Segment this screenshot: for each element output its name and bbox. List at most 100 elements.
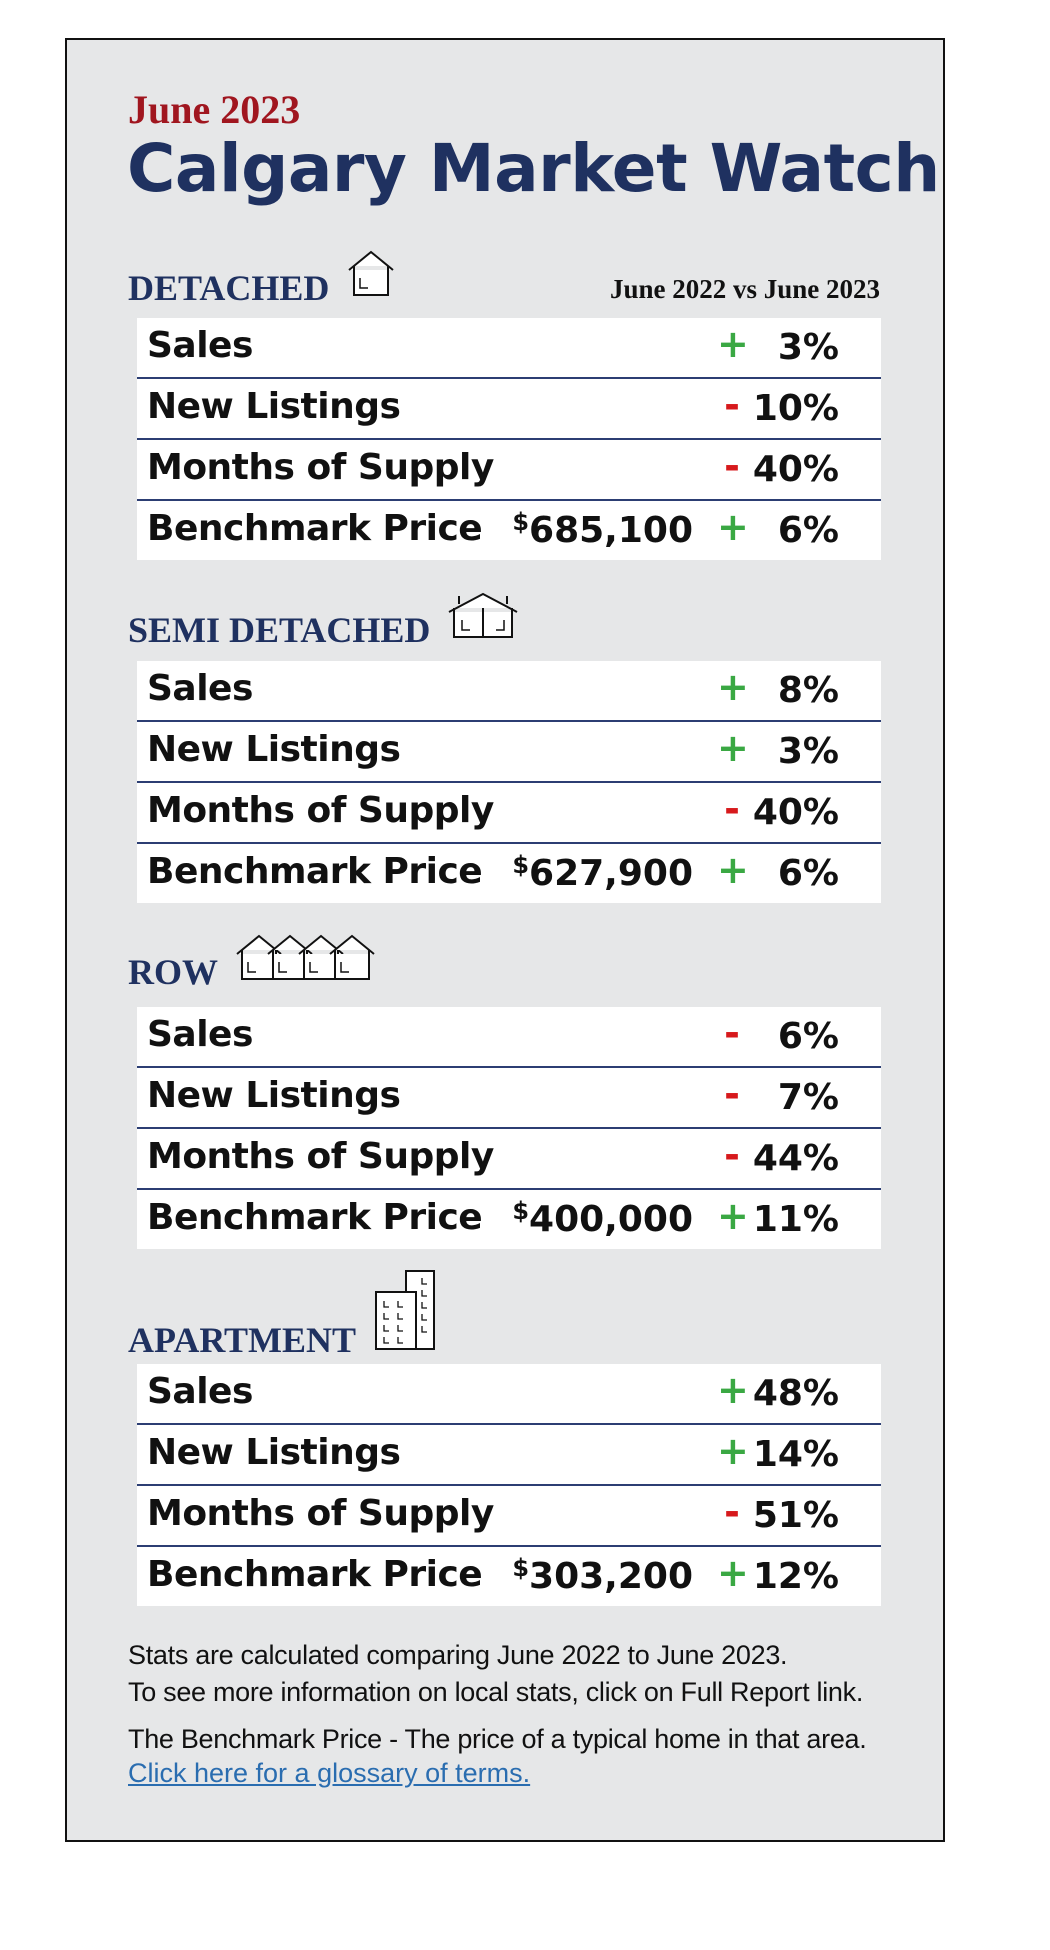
stats-row: Sales +3% — [137, 318, 881, 379]
section-heading: APARTMENT — [128, 1268, 436, 1361]
title: Calgary Market Watch — [127, 130, 940, 207]
change-sign: + — [717, 322, 749, 366]
stats-row: New Listings +14% — [137, 1425, 881, 1486]
change-sign: - — [724, 383, 740, 427]
section-icon — [234, 932, 376, 993]
change-value: 40% — [752, 792, 839, 833]
row-label: Sales — [147, 668, 253, 709]
comparison: June 2022 vs June 2023 — [609, 274, 880, 304]
row-label: Benchmark Price — [147, 508, 483, 549]
stats-row: Sales +8% — [137, 661, 881, 722]
icon — [236, 934, 375, 980]
row-label: Benchmark Price — [147, 1554, 483, 1595]
change-value: 11% — [752, 1199, 839, 1240]
row-label: Sales — [147, 1371, 253, 1412]
price-value: 627,900 — [529, 853, 693, 894]
change-value: 10% — [752, 388, 839, 429]
currency: $ — [512, 1554, 530, 1582]
icon — [348, 250, 394, 296]
stats-row: Months of Supply -40% — [137, 783, 881, 844]
change-sign: + — [717, 726, 749, 770]
currency: $ — [512, 1197, 530, 1225]
change-sign: + — [717, 848, 749, 892]
row-label: Months of Supply — [147, 790, 494, 831]
change-value: 44% — [752, 1138, 839, 1179]
change-sign: - — [724, 1133, 740, 1177]
section-icon — [372, 1268, 436, 1361]
stats-row: Sales +48% — [137, 1364, 881, 1425]
price: $627,900 — [512, 851, 693, 894]
change-value: 3% — [777, 731, 839, 772]
stats-row: New Listings +3% — [137, 722, 881, 783]
change-sign: - — [724, 787, 740, 831]
change-sign: - — [724, 1072, 740, 1116]
change-value: 6% — [777, 853, 839, 894]
change-value: 48% — [752, 1373, 839, 1414]
row-label: New Listings — [147, 1432, 401, 1473]
price-value: 685,100 — [529, 510, 693, 551]
icon — [375, 1270, 436, 1350]
row-label: Sales — [147, 1014, 253, 1055]
change-value: 40% — [752, 449, 839, 490]
price: $400,000 — [512, 1197, 693, 1240]
glossary-link[interactable]: Click here for a glossary of terms. — [128, 1758, 531, 1788]
row-label: Months of Supply — [147, 1136, 494, 1177]
stats-row: New Listings -7% — [137, 1068, 881, 1129]
change-value: 6% — [777, 1016, 839, 1057]
currency: $ — [512, 851, 530, 879]
change-value: 6% — [777, 510, 839, 551]
stats-row: Months of Supply -40% — [137, 440, 881, 501]
note: Stats are calculated comparing June 2022… — [128, 1640, 788, 1670]
change-value: 14% — [752, 1434, 839, 1475]
row-label: Months of Supply — [147, 1493, 494, 1534]
change-value: 7% — [777, 1077, 839, 1118]
row-label: Benchmark Price — [147, 851, 483, 892]
change-sign: + — [717, 1194, 749, 1238]
row-label: New Listings — [147, 729, 401, 770]
price: $685,100 — [512, 508, 693, 551]
stats-table: Sales -6% New Listings -7% Months of Supply -… — [137, 1007, 881, 1249]
month: June 2023 — [128, 87, 301, 132]
change-sign: + — [717, 1429, 749, 1473]
note: The Benchmark Price - The price of a typ… — [128, 1724, 867, 1754]
section-icon — [446, 590, 520, 651]
price-value: 400,000 — [529, 1199, 693, 1240]
section-heading: ROW — [128, 932, 376, 993]
section-name: APARTMENT — [128, 1320, 357, 1360]
change-value: 3% — [777, 327, 839, 368]
stats-row: Months of Supply -51% — [137, 1486, 881, 1547]
stats-table: Sales +8% New Listings +3% Months of Supply -… — [137, 661, 881, 903]
change-value: 12% — [752, 1556, 839, 1597]
section-name: DETACHED — [128, 268, 330, 308]
change-value: 8% — [777, 670, 839, 711]
row-label: Sales — [147, 325, 253, 366]
stats-table: Sales +48% New Listings +14% Months of Suppl… — [137, 1364, 881, 1606]
change-sign: + — [717, 1368, 749, 1412]
stats-row: Sales -6% — [137, 1007, 881, 1068]
stats-row: Benchmark Price $685,100 +6% — [137, 501, 881, 560]
change-sign: + — [717, 1551, 749, 1595]
stats-row: Benchmark Price $303,200 +12% — [137, 1547, 881, 1606]
note: To see more information on local stats, … — [128, 1677, 864, 1707]
icon — [448, 592, 518, 638]
change-sign: - — [724, 1490, 740, 1534]
stats-row: Benchmark Price $400,000 +11% — [137, 1190, 881, 1249]
change-sign: - — [724, 1011, 740, 1055]
section-name: SEMI DETACHED — [128, 610, 431, 650]
change-value: 51% — [752, 1495, 839, 1536]
section-name: ROW — [128, 952, 218, 992]
currency: $ — [512, 508, 530, 536]
price-value: 303,200 — [529, 1556, 693, 1597]
section-heading: DETACHED — [128, 248, 399, 309]
stats-row: Benchmark Price $627,900 +6% — [137, 844, 881, 903]
section-icon — [345, 248, 399, 309]
change-sign: + — [717, 505, 749, 549]
stats-table: Sales +3% New Listings -10% Months of Supply… — [137, 318, 881, 560]
row-label: New Listings — [147, 1075, 401, 1116]
price: $303,200 — [512, 1554, 693, 1597]
change-sign: + — [717, 665, 749, 709]
row-label: Benchmark Price — [147, 1197, 483, 1238]
change-sign: - — [724, 444, 740, 488]
row-label: New Listings — [147, 386, 401, 427]
